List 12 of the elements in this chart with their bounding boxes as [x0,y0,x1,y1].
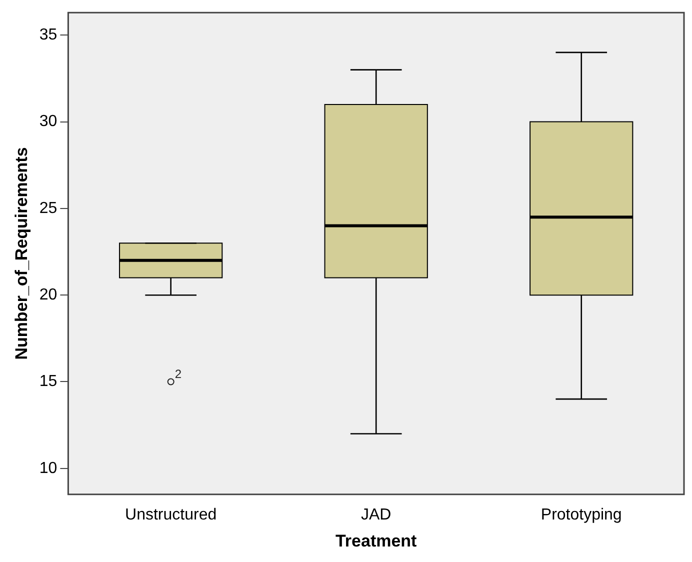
y-tick-label: 35 [39,26,58,44]
y-tick-label: 30 [39,113,58,130]
y-tick-label: 15 [39,373,58,390]
x-axis-title: Treatment [335,531,418,550]
annotation: 2 [174,367,182,382]
x-tick-label: JAD [360,506,392,524]
y-tick-label: 20 [39,286,58,304]
y-axis-title: Number_of_Requirements [12,147,31,360]
y-tick-label: 10 [39,460,58,477]
x-tick-label: Prototyping [540,506,622,524]
y-tick-label: 25 [39,200,58,217]
x-tick-label: Unstructured [125,506,217,524]
